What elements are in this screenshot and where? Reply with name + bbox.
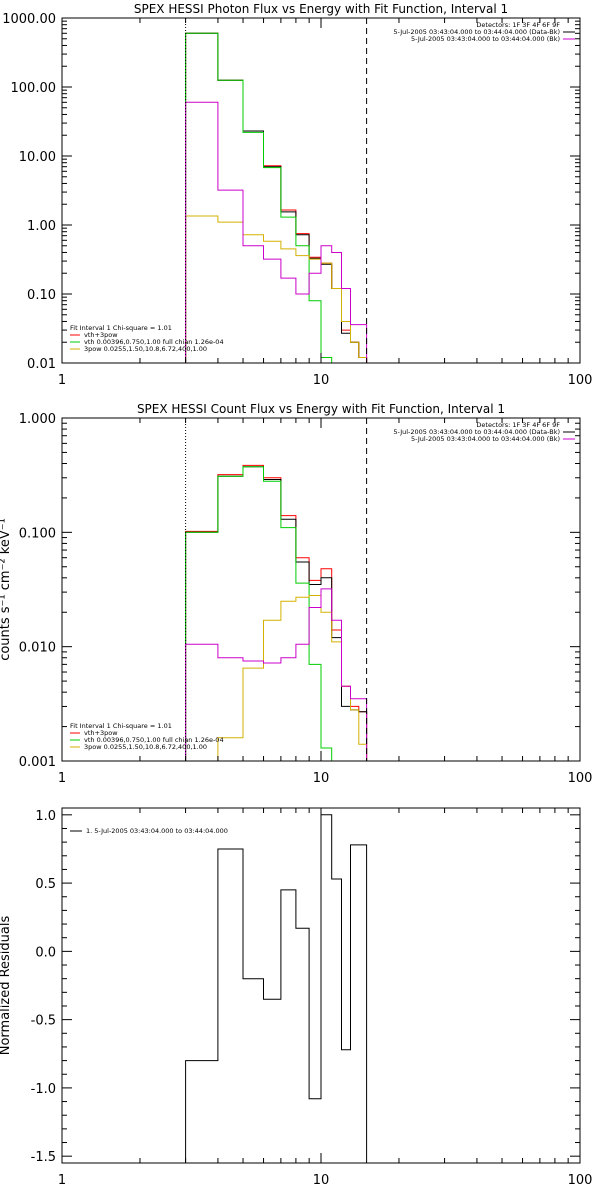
data-legend-header: Detectors: 1F 3F 4F 6F 9F bbox=[476, 21, 560, 29]
photon-flux-title: SPEX HESSI Photon Flux vs Energy with Fi… bbox=[134, 2, 508, 16]
y-axis-label: Normalized Residuals bbox=[0, 916, 13, 1056]
y-tick-label: 1.000 bbox=[19, 412, 56, 427]
fit-legend-header: Fit Interval 1 Chi-square = 1.01 bbox=[70, 722, 172, 730]
count-flux-title: SPEX HESSI Count Flux vs Energy with Fit… bbox=[137, 402, 505, 416]
data-legend-item: 5-Jul-2005 03:43:04.000 to 03:44:04.000 … bbox=[411, 435, 560, 443]
x-tick-label: 1 bbox=[58, 1173, 66, 1188]
y-tick-label: 10.00 bbox=[19, 150, 56, 165]
y-tick-label: -1.0 bbox=[31, 1082, 56, 1097]
y-tick-label: 0.5 bbox=[35, 877, 56, 892]
y-tick-label: 0.001 bbox=[19, 755, 56, 770]
fit-legend-item: 3pow 0.0255,1.50,10.8,6.72,400,1.00 bbox=[84, 743, 207, 751]
data-legend-item: 5-Jul-2005 03:43:04.000 to 03:44:04.000 … bbox=[411, 35, 560, 43]
x-tick-label: 1 bbox=[58, 373, 66, 388]
x-tick-label: 1 bbox=[58, 771, 66, 786]
fit-legend-item: vth+3pow bbox=[84, 729, 118, 737]
x-tick-label: 10 bbox=[313, 771, 330, 786]
photon-flux-panel: SPEX HESSI Photon Flux vs Energy with Fi… bbox=[2, 2, 592, 388]
y-tick-label: 0.10 bbox=[27, 288, 56, 303]
x-tick-label: 10 bbox=[313, 1173, 330, 1188]
series-0-line bbox=[185, 464, 368, 761]
series-2-line bbox=[185, 32, 367, 364]
fit-legend-item: vth 0.00396,0.750,1.00 full chian 1.26e-… bbox=[84, 736, 224, 744]
y-tick-label: 1.00 bbox=[27, 219, 56, 234]
data-legend-item: 5-Jul-2005 03:43:04.000 to 03:44:04.000 … bbox=[393, 28, 560, 36]
x-tick-label: 100 bbox=[568, 373, 593, 388]
fit-legend-item: vth 0.00396,0.750,1.00 full chian 1.26e-… bbox=[84, 338, 224, 346]
series-0-line bbox=[185, 32, 368, 363]
series-4-line bbox=[185, 101, 368, 363]
series-0-line bbox=[185, 814, 368, 1163]
x-tick-label: 100 bbox=[568, 1173, 593, 1188]
series-2-line bbox=[185, 466, 367, 762]
series-4-line bbox=[185, 588, 368, 761]
series-3-line bbox=[185, 595, 368, 762]
data-legend-header: Detectors: 1F 3F 4F 6F 9F bbox=[476, 421, 560, 429]
series-1-line bbox=[185, 466, 368, 761]
residuals-panel: 1 10 100 -1.5 -1.0 -0.5 0.0 0.5 1.0 Normalized Re… bbox=[0, 807, 593, 1188]
y-tick-label: 1.0 bbox=[35, 809, 56, 824]
y-tick-label: 100.00 bbox=[11, 81, 57, 96]
fit-legend-item: 3pow 0.0255,1.50,10.8,6.72,400,1.00 bbox=[84, 345, 207, 353]
y-tick-label: 1000.00 bbox=[2, 12, 56, 27]
data-legend-item: 5-Jul-2005 03:43:04.000 to 03:44:04.000 … bbox=[393, 428, 560, 436]
y-tick-label: 0.010 bbox=[19, 641, 56, 656]
count-flux-panel: SPEX HESSI Count Flux vs Energy with Fit… bbox=[0, 402, 592, 786]
y-tick-label: -1.5 bbox=[31, 1150, 56, 1165]
y-tick-label: 0.100 bbox=[19, 526, 56, 541]
y-axis-label: counts s⁻¹ cm⁻² keV⁻¹ bbox=[0, 518, 13, 661]
x-tick-label: 10 bbox=[313, 373, 330, 388]
y-tick-label: 0.01 bbox=[27, 357, 56, 372]
residual-legend-item: 1. 5-Jul-2005 03:43:04.000 to 03:44:04.0… bbox=[86, 827, 228, 835]
y-tick-label: 0.0 bbox=[35, 945, 56, 960]
fit-legend-header: Fit Interval 1 Chi-square = 1.01 bbox=[70, 324, 172, 332]
fit-legend-item: vth+3pow bbox=[84, 331, 118, 339]
series-1-line bbox=[185, 32, 368, 363]
y-tick-label: -0.5 bbox=[31, 1014, 56, 1029]
x-tick-label: 100 bbox=[568, 771, 593, 786]
